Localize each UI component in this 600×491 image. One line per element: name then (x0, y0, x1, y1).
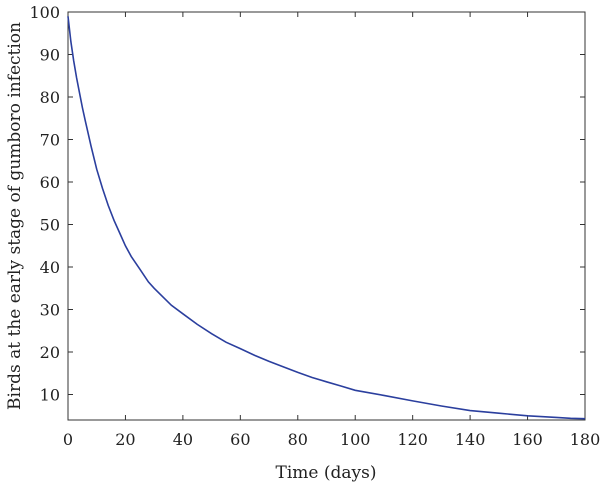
x-axis-ticks: 0 20 40 60 80 100 120 140 160 180 (63, 12, 600, 449)
x-tick-label: 20 (115, 430, 135, 449)
y-tick-label: 50 (40, 216, 60, 235)
y-tick-label: 10 (40, 386, 60, 405)
y-tick-label: 40 (40, 258, 60, 277)
x-axis-title: Time (days) (276, 463, 377, 483)
x-tick-label: 60 (230, 430, 250, 449)
x-tick-label: 180 (570, 430, 600, 449)
x-tick-label: 140 (455, 430, 486, 449)
x-tick-label: 0 (63, 430, 73, 449)
y-tick-label: 20 (40, 343, 60, 362)
series-line (67, 16, 586, 420)
plot-frame (67, 11, 586, 421)
y-tick-label: 60 (40, 173, 60, 192)
y-axis-ticks: 10 20 30 40 50 60 70 80 90 100 (29, 3, 585, 405)
y-tick-label: 90 (40, 46, 60, 65)
x-tick-label: 160 (512, 430, 543, 449)
y-axis-title: Birds at the early stage of gumboro infe… (5, 22, 25, 410)
x-tick-label: 40 (173, 430, 193, 449)
x-tick-label: 80 (288, 430, 308, 449)
y-tick-label: 30 (40, 301, 60, 320)
y-tick-label: 70 (40, 131, 60, 150)
y-tick-label: 100 (29, 3, 60, 22)
y-tick-label: 80 (40, 88, 60, 107)
x-tick-label: 100 (340, 430, 371, 449)
x-tick-label: 120 (397, 430, 428, 449)
